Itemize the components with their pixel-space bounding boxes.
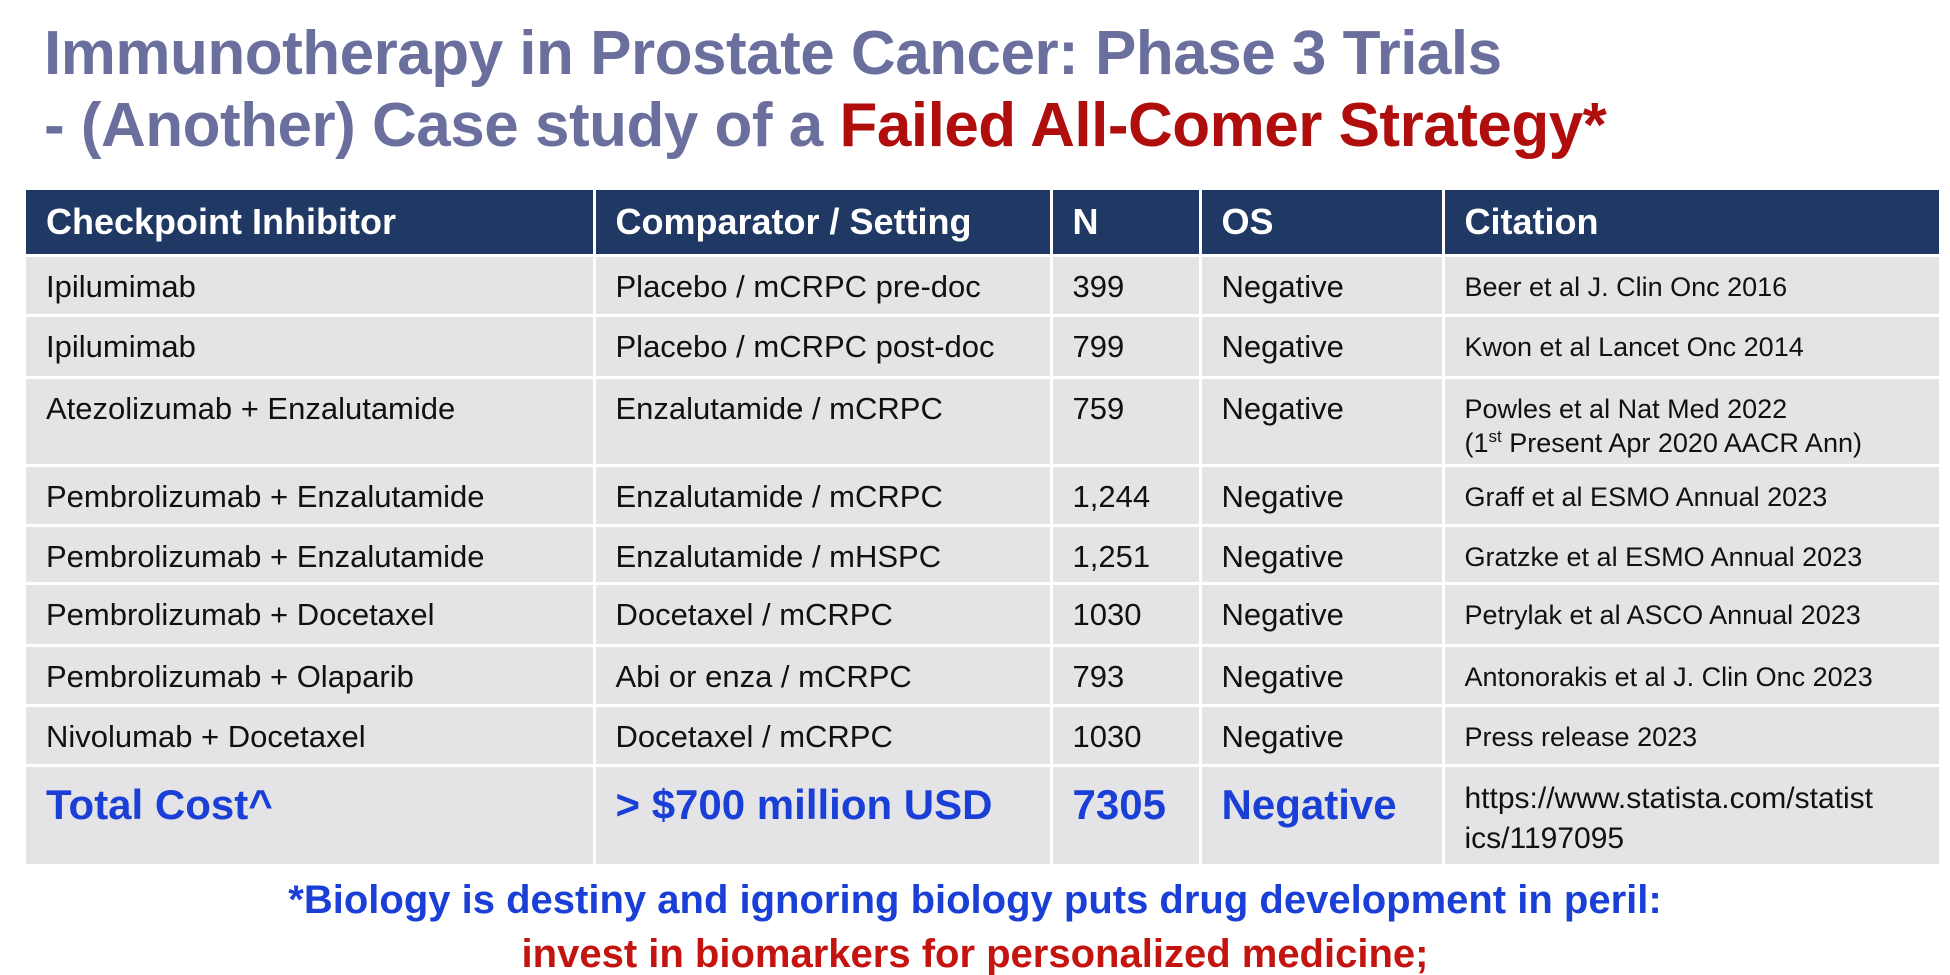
header-citation: Citation xyxy=(1443,190,1942,257)
table-row: Pembrolizumab + Enzalutamide Enzalutamid… xyxy=(26,525,1942,585)
table-row: Atezolizumab + Enzalutamide Enzalutamide… xyxy=(26,377,1942,467)
title-line-2-accent: Failed All-Comer Strategy* xyxy=(839,91,1607,160)
cell-citation: Gratzke et al ESMO Annual 2023 xyxy=(1443,525,1942,585)
cell-inhibitor: Pembrolizumab + Enzalutamide xyxy=(26,465,596,527)
cell-citation: Graff et al ESMO Annual 2023 xyxy=(1443,465,1942,527)
cell-citation: Beer et al J. Clin Onc 2016 xyxy=(1443,255,1942,317)
cell-n: 793 xyxy=(1051,645,1202,707)
cell-os: Negative xyxy=(1200,465,1445,527)
footnote-line-2: invest in biomarkers for personalized me… xyxy=(521,932,1429,975)
cell-n: 759 xyxy=(1051,377,1202,467)
cell-inhibitor: Ipilumimab xyxy=(26,315,596,379)
header-n: N xyxy=(1051,190,1202,257)
total-row: Total Cost^ > $700 million USD 7305 Nega… xyxy=(26,765,1942,867)
cell-os: Negative xyxy=(1200,255,1445,317)
total-label: Total Cost^ xyxy=(26,765,596,867)
cell-n: 1030 xyxy=(1051,705,1202,767)
citation-main: Powles et al Nat Med 2022 xyxy=(1464,394,1788,424)
cell-inhibitor: Atezolizumab + Enzalutamide xyxy=(26,377,596,467)
citation-note: (1st Present Apr 2020 AACR Ann) xyxy=(1464,427,1862,458)
header-comparator-setting: Comparator / Setting xyxy=(594,190,1053,257)
total-cost: > $700 million USD xyxy=(594,765,1053,867)
cell-citation: Press release 2023 xyxy=(1443,705,1942,767)
total-n: 7305 xyxy=(1051,765,1202,867)
cell-comparator: Placebo / mCRPC pre-doc xyxy=(594,255,1053,317)
cell-comparator: Enzalutamide / mCRPC xyxy=(594,377,1053,467)
cell-os: Negative xyxy=(1200,315,1445,379)
table-row: Nivolumab + Docetaxel Docetaxel / mCRPC … xyxy=(26,705,1942,767)
table-header-row: Checkpoint Inhibitor Comparator / Settin… xyxy=(26,190,1942,257)
slide-title: Immunotherapy in Prostate Cancer: Phase … xyxy=(44,18,1607,162)
cell-comparator: Abi or enza / mCRPC xyxy=(594,645,1053,707)
cell-n: 1030 xyxy=(1051,583,1202,647)
cell-inhibitor: Nivolumab + Docetaxel xyxy=(26,705,596,767)
header-os: OS xyxy=(1200,190,1445,257)
cell-inhibitor: Pembrolizumab + Docetaxel xyxy=(26,583,596,647)
table-row: Pembrolizumab + Docetaxel Docetaxel / mC… xyxy=(26,583,1942,647)
total-citation-line-1: https://www.statista.com/statist xyxy=(1464,782,1873,815)
cell-citation: Petrylak et al ASCO Annual 2023 xyxy=(1443,583,1942,647)
cell-n: 1,251 xyxy=(1051,525,1202,585)
cell-os: Negative xyxy=(1200,583,1445,647)
table-row: Ipilumimab Placebo / mCRPC post-doc 799 … xyxy=(26,315,1942,379)
cell-comparator: Docetaxel / mCRPC xyxy=(594,583,1053,647)
table-row: Pembrolizumab + Olaparib Abi or enza / m… xyxy=(26,645,1942,707)
cell-os: Negative xyxy=(1200,645,1445,707)
cell-inhibitor: Ipilumimab xyxy=(26,255,596,317)
cell-citation: Kwon et al Lancet Onc 2014 xyxy=(1443,315,1942,379)
total-citation: https://www.statista.com/statist ics/119… xyxy=(1443,765,1942,867)
table-row: Pembrolizumab + Enzalutamide Enzalutamid… xyxy=(26,465,1942,527)
title-line-2-prefix: - (Another) Case study of a xyxy=(44,91,840,160)
cell-comparator: Enzalutamide / mCRPC xyxy=(594,465,1053,527)
title-line-1: Immunotherapy in Prostate Cancer: Phase … xyxy=(44,19,1502,88)
trials-table: Checkpoint Inhibitor Comparator / Settin… xyxy=(26,190,1942,867)
header-checkpoint-inhibitor: Checkpoint Inhibitor xyxy=(26,190,596,257)
cell-comparator: Docetaxel / mCRPC xyxy=(594,705,1053,767)
cell-inhibitor: Pembrolizumab + Enzalutamide xyxy=(26,525,596,585)
cell-n: 399 xyxy=(1051,255,1202,317)
total-citation-line-2: ics/1197095 xyxy=(1464,822,1625,855)
cell-n: 1,244 xyxy=(1051,465,1202,527)
cell-os: Negative xyxy=(1200,377,1445,467)
cell-n: 799 xyxy=(1051,315,1202,379)
cell-os: Negative xyxy=(1200,705,1445,767)
cell-inhibitor: Pembrolizumab + Olaparib xyxy=(26,645,596,707)
cell-comparator: Enzalutamide / mHSPC xyxy=(594,525,1053,585)
cell-os: Negative xyxy=(1200,525,1445,585)
cell-comparator: Placebo / mCRPC post-doc xyxy=(594,315,1053,379)
table-row: Ipilumimab Placebo / mCRPC pre-doc 399 N… xyxy=(26,255,1942,317)
cell-citation: Antonorakis et al J. Clin Onc 2023 xyxy=(1443,645,1942,707)
total-os: Negative xyxy=(1200,765,1445,867)
footnote-line-1: *Biology is destiny and ignoring biology… xyxy=(288,878,1662,922)
cell-citation: Powles et al Nat Med 2022 (1st Present A… xyxy=(1443,377,1942,467)
